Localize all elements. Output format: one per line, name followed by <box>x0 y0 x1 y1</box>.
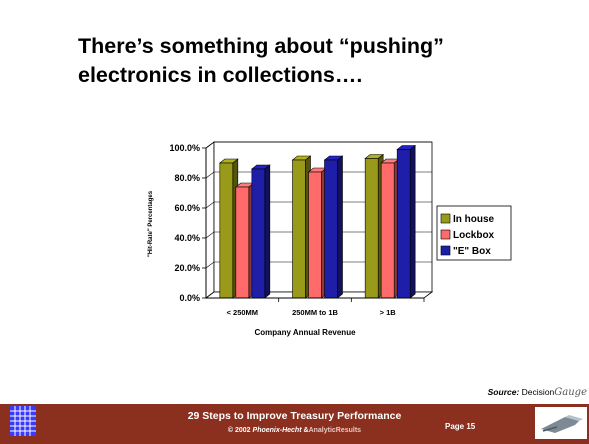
bar-front <box>396 149 411 299</box>
chart-x-tick-labels: < 250MM 250MM to 1B > 1B <box>227 298 425 317</box>
y-tick-label: 80.0% <box>174 173 200 183</box>
y-tick-label: 60.0% <box>174 203 200 213</box>
bar-side <box>264 164 271 299</box>
bar-front <box>292 159 306 299</box>
legend-swatch <box>440 245 451 256</box>
bar <box>396 144 417 299</box>
pen-logo-icon <box>535 407 587 439</box>
bar <box>234 182 255 299</box>
source-credit: Source: DecisionGauge <box>488 387 587 398</box>
source-brand: Decision <box>521 387 555 397</box>
bar <box>380 158 401 299</box>
source-brand-italic: Gauge <box>554 387 587 398</box>
bar <box>291 155 312 299</box>
bar-front <box>324 159 338 299</box>
slide-title-line-1: There’s something about “pushing” <box>78 34 444 58</box>
gridline <box>205 201 432 209</box>
bar-front <box>380 162 395 299</box>
gridline <box>205 141 432 149</box>
bar-front <box>251 168 266 299</box>
copyright-amp: & <box>303 427 309 434</box>
chart-legend: In house Lockbox "E" Box <box>436 205 512 261</box>
legend-label: "E" Box <box>453 246 491 257</box>
bar-front <box>308 171 322 299</box>
legend-swatch <box>440 213 451 224</box>
bar <box>364 153 385 299</box>
bar-front <box>364 158 379 299</box>
bar-side <box>409 144 416 299</box>
side-wall <box>205 141 215 299</box>
slide-title-line-2: electronics in collections…. <box>78 63 363 87</box>
copyright-partner: AnalyticResults <box>308 427 362 434</box>
footer-copyright: © 2002 Phoenix-Hecht &AnalyticResults <box>0 427 589 434</box>
footer-title: 29 Steps to Improve Treasury Performance <box>187 410 402 422</box>
legend-label: Lockbox <box>453 230 495 241</box>
chart-axes <box>205 148 424 299</box>
x-tick-label: < 250MM <box>227 308 258 317</box>
bar-chart: 0.0% 20.0% 40.0% 60.0% 80.0% 100.0% < 250MM 25… <box>148 141 512 337</box>
y-tick-label: 20.0% <box>174 263 200 273</box>
bar-side <box>337 155 343 299</box>
y-tick-label: 40.0% <box>174 233 200 243</box>
bar <box>250 164 271 299</box>
source-label: Source: <box>487 387 520 397</box>
x-axis-label: Company Annual Revenue <box>254 328 356 337</box>
footer-bar <box>0 404 589 444</box>
copyright-brand: Phoenix-Hecht <box>252 427 302 434</box>
page-number: Page 15 <box>445 422 476 431</box>
legend-label: In house <box>453 214 495 225</box>
y-axis-label: "Hit-Rate" Percentages <box>148 190 154 257</box>
x-tick-label: > 1B <box>380 308 397 317</box>
bar <box>323 155 344 299</box>
grid-logo-icon <box>10 406 36 436</box>
slide-title: There’s something about “pushing” electr… <box>78 32 558 90</box>
chart-y-tick-labels: 0.0% 20.0% 40.0% 60.0% 80.0% 100.0% <box>169 143 206 303</box>
y-tick-label: 0.0% <box>179 293 200 303</box>
copyright-prefix: © 2002 <box>227 427 251 434</box>
x-tick-label: 250MM to 1B <box>292 308 338 317</box>
legend-swatch <box>440 229 451 240</box>
bar <box>218 158 239 299</box>
gridline <box>205 231 432 239</box>
chart-bars <box>218 144 417 299</box>
bar-front <box>219 162 234 299</box>
chart-gridlines <box>205 141 432 269</box>
y-tick-label: 100.0% <box>169 143 200 153</box>
gridline <box>205 261 432 269</box>
gridline <box>205 171 432 179</box>
bar <box>307 167 328 299</box>
bar-front <box>235 186 250 299</box>
